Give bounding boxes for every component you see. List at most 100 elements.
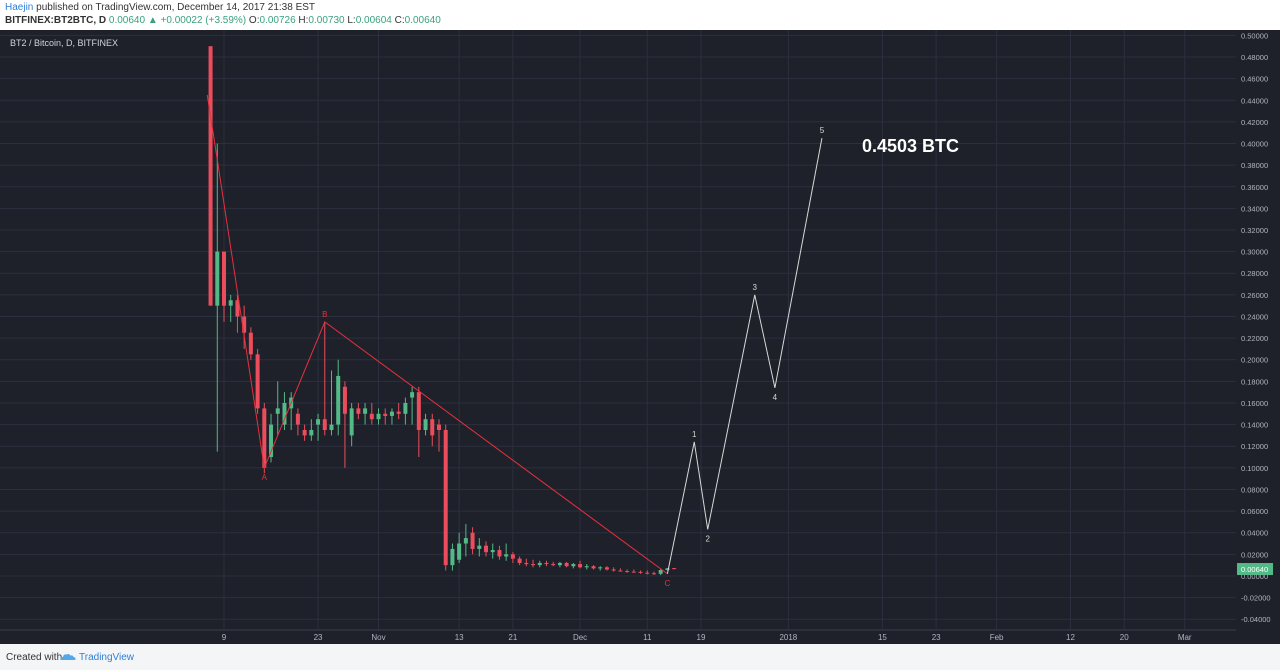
y-tick-label: 0.16000 [1241, 399, 1268, 408]
axis-labels: 0.50000 0.48000 0.46000 0.44000 0.42000 0.400… [222, 31, 1273, 642]
candle-body [551, 564, 556, 566]
candle-body [463, 538, 468, 544]
candle-body [255, 354, 260, 409]
y-tick-label: 0.48000 [1241, 53, 1268, 62]
candle-body [544, 562, 549, 565]
candle-body [645, 572, 650, 574]
x-tick-label: Nov [371, 633, 385, 642]
candle-body [490, 550, 495, 553]
candle [309, 419, 314, 441]
candle-body [369, 413, 374, 420]
candle-body [222, 251, 226, 306]
ohlc-line: BITFINEX:BT2BTC, D 0.00640 ▲ +0.00022 (+… [5, 15, 441, 26]
candle [242, 305, 247, 349]
candle [410, 386, 415, 425]
candle [356, 402, 361, 420]
candle-body [591, 566, 596, 569]
candle [316, 413, 321, 441]
candle [457, 532, 462, 563]
candle [598, 566, 603, 571]
candle [524, 558, 529, 567]
candle [497, 545, 502, 560]
author-link[interactable]: Haejin [5, 2, 34, 13]
wave-12345-label: 2 [705, 534, 710, 543]
y-tick-label: 0.24000 [1241, 312, 1268, 321]
candle [336, 359, 341, 436]
candle-body [578, 564, 583, 568]
candle-body [215, 251, 220, 306]
candle [531, 559, 536, 568]
wave-abc-label: A [262, 473, 268, 482]
candle-body [383, 413, 388, 416]
y-tick-label: 0.44000 [1241, 96, 1268, 105]
candle [363, 402, 368, 425]
candle [625, 569, 630, 573]
candle [504, 543, 509, 561]
y-tick-label: 0.06000 [1241, 507, 1268, 516]
candle-body [436, 424, 441, 430]
y-tick-label: 0.42000 [1241, 118, 1268, 127]
candle [517, 556, 522, 566]
candle [396, 402, 401, 420]
candle [383, 408, 388, 425]
y-tick-label: 0.46000 [1241, 75, 1268, 84]
candle [208, 46, 213, 306]
y-tick-label: 0.40000 [1241, 140, 1268, 149]
candle [611, 567, 616, 572]
candle-body [571, 564, 576, 567]
candles [208, 46, 677, 576]
open-label: O: [248, 15, 260, 26]
candle [658, 569, 663, 576]
x-tick-label: Dec [573, 633, 587, 642]
wave-abc-label: C [665, 579, 671, 588]
price-change: +0.00022 (+3.59%) [160, 15, 247, 26]
candle-body [531, 564, 536, 566]
candle [651, 571, 656, 575]
price-badge-text: 0.00640 [1241, 565, 1268, 574]
candle [604, 566, 609, 571]
candle-body [537, 562, 542, 566]
wave-12345-label: 4 [773, 393, 778, 402]
price-axis[interactable] [1236, 30, 1280, 644]
price-badge: 0.00640 [1237, 563, 1273, 576]
candle [578, 560, 583, 569]
wave-abc-line [206, 94, 668, 575]
candle-body [248, 332, 253, 355]
wave-lines: A B C 1 2 3 4 5 [206, 94, 825, 588]
cloud-icon [60, 654, 76, 661]
candle-body [443, 430, 448, 566]
close-label: C: [394, 15, 405, 26]
candle [248, 327, 253, 360]
candle-body [309, 430, 314, 436]
candle-body [295, 413, 300, 425]
candle [510, 552, 515, 563]
candle [571, 562, 576, 569]
wave-12345-label: 3 [753, 283, 758, 292]
candle-body [672, 568, 677, 570]
target-annotation: 0.4503 BTC [862, 136, 959, 156]
y-tick-label: 0.10000 [1241, 464, 1268, 473]
candle-body [302, 430, 307, 436]
price-badge-bg [1237, 563, 1273, 576]
candle-body [665, 568, 670, 570]
candle [389, 408, 394, 425]
candle-body [430, 419, 435, 436]
candle-body [423, 419, 428, 430]
candle-body [638, 571, 643, 573]
candle-body [208, 46, 213, 306]
candle [537, 560, 542, 568]
candle [295, 408, 300, 436]
candle [342, 381, 347, 468]
candle-body [584, 566, 589, 568]
tradingview-link[interactable]: TradingView [60, 652, 134, 663]
close-value: 0.00640 [404, 15, 441, 26]
x-tick-label: 11 [643, 633, 652, 642]
candle [282, 392, 287, 430]
candle [490, 543, 495, 559]
candle [551, 561, 556, 567]
candle [450, 543, 455, 571]
candle-body [625, 571, 630, 573]
candle [591, 565, 596, 570]
